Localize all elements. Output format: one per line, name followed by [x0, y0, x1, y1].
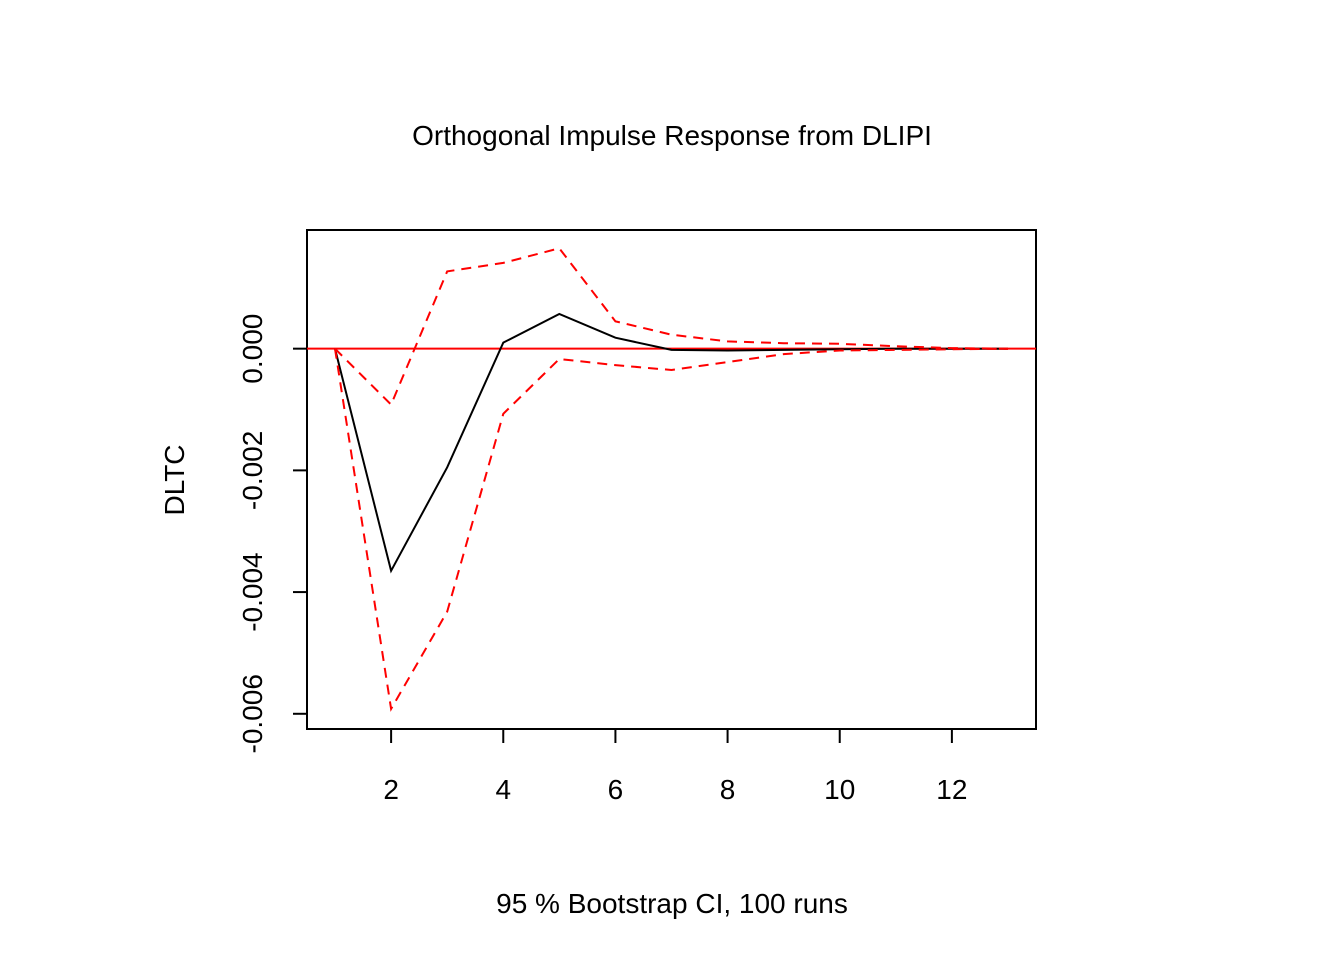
- x-tick-label: 6: [608, 774, 624, 805]
- y-axis-label: DLTC: [159, 444, 190, 515]
- lower-series-line: [334, 347, 1009, 712]
- upper-series-line: [334, 247, 1009, 407]
- x-tick-label: 4: [495, 774, 511, 805]
- response-series-line: [334, 312, 1008, 574]
- y-axis: -0.006 -0.004 -0.002 0.000: [237, 314, 308, 753]
- y-tick-label: -0.002: [237, 431, 268, 510]
- x-tick-label: 2: [383, 774, 399, 805]
- y-tick-label: -0.006: [237, 674, 268, 753]
- x-tick-label: 12: [936, 774, 967, 805]
- series-layer: [307, 247, 1036, 712]
- chart-title: Orthogonal Impulse Response from DLIPI: [412, 120, 932, 151]
- y-tick-label: -0.004: [237, 552, 268, 631]
- plot-frame: [306, 229, 1037, 730]
- y-tick-label: 0.000: [237, 314, 268, 384]
- x-tick-label: 10: [824, 774, 855, 805]
- x-axis-label: 95 % Bootstrap CI, 100 runs: [496, 888, 848, 919]
- x-tick-label: 8: [720, 774, 736, 805]
- x-axis: 2 4 6 8 10 12: [383, 728, 967, 805]
